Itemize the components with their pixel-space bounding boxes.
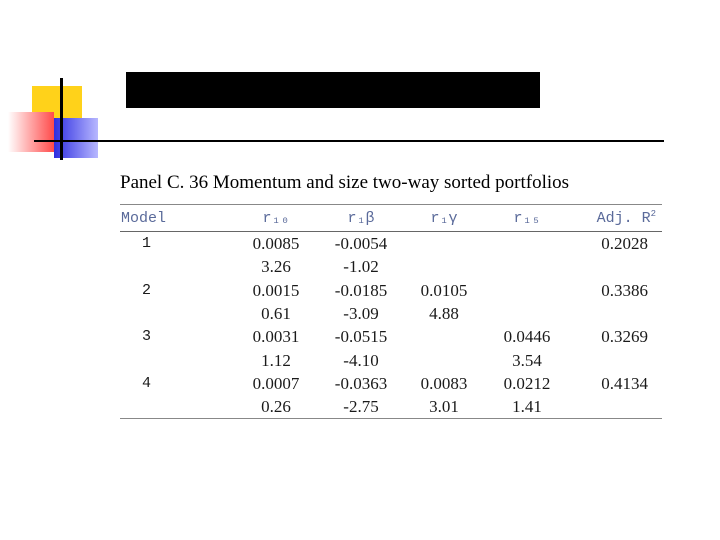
cell-r15: 0.0446 bbox=[503, 327, 551, 347]
header-adj-superscript: 2 bbox=[650, 209, 656, 219]
cell-r1y bbox=[401, 349, 487, 372]
table-header-row: Model r₁₀ r₁β r₁γ r₁₅ Adj. R2 bbox=[120, 204, 662, 232]
table-row: 1.12 -4.10 3.54 bbox=[120, 349, 662, 372]
cell-adj: 0.3386 bbox=[601, 280, 648, 300]
table-row: 1 0.0085 -0.0054 0.2028 bbox=[120, 232, 662, 256]
cell-adj: 0.3269 bbox=[601, 327, 648, 347]
decorative-vertical-line bbox=[60, 78, 63, 160]
header-model: Model bbox=[120, 204, 231, 232]
cell-r15 bbox=[487, 232, 567, 256]
cell-adj bbox=[567, 349, 662, 372]
cell-model bbox=[120, 255, 231, 278]
table-row: 0.26 -2.75 3.01 1.41 bbox=[120, 395, 662, 420]
header-adj-r2: Adj. R2 bbox=[567, 204, 662, 232]
table-row: 2 0.0015 -0.0185 0.0105 0.3386 bbox=[120, 278, 662, 301]
cell-adj bbox=[567, 395, 662, 420]
cell-r1y: 3.01 bbox=[401, 395, 487, 420]
cell-r10: 0.0031 bbox=[252, 327, 300, 347]
cell-r1y: 0.0083 bbox=[420, 374, 468, 394]
decorative-red-square bbox=[8, 112, 54, 152]
cell-r15 bbox=[487, 278, 567, 301]
cell-r10: 0.0015 bbox=[252, 280, 300, 300]
header-r15: r₁₅ bbox=[487, 204, 567, 232]
table-row: 3 0.0031 -0.0515 0.0446 0.3269 bbox=[120, 325, 662, 348]
header-r1y: r₁γ bbox=[401, 204, 487, 232]
cell-adj bbox=[567, 302, 662, 325]
cell-r1b: -0.0515 bbox=[334, 327, 388, 347]
results-table-container: Model r₁₀ r₁β r₁γ r₁₅ Adj. R2 1 0.0085 -0.… bbox=[120, 204, 662, 420]
cell-adj: 0.4134 bbox=[601, 374, 648, 394]
cell-r15: 3.54 bbox=[512, 350, 542, 370]
cell-r10: 0.26 bbox=[231, 395, 321, 420]
cell-r10: 1.12 bbox=[261, 350, 291, 370]
cell-r15: 0.0212 bbox=[503, 374, 551, 394]
cell-r1b: -2.75 bbox=[321, 395, 401, 420]
cell-r1b: -0.0363 bbox=[334, 374, 388, 394]
cell-r15: 1.41 bbox=[487, 395, 567, 420]
cell-model bbox=[120, 302, 231, 325]
cell-model: 1 bbox=[142, 235, 152, 252]
cell-r10: 0.0007 bbox=[252, 374, 300, 394]
cell-model bbox=[120, 395, 231, 420]
cell-r1y bbox=[401, 255, 487, 278]
header-adj-label: Adj. R bbox=[596, 210, 651, 227]
table-row: 0.61 -3.09 4.88 bbox=[120, 302, 662, 325]
cell-r10: 0.0085 bbox=[252, 234, 300, 253]
slide-title-redacted bbox=[126, 72, 540, 108]
cell-model: 2 bbox=[142, 281, 152, 299]
cell-r15 bbox=[487, 302, 567, 325]
cell-r1b: -1.02 bbox=[343, 257, 379, 277]
cell-model bbox=[120, 349, 231, 372]
cell-r1y: 4.88 bbox=[429, 303, 459, 323]
cell-r10: 0.61 bbox=[261, 303, 291, 323]
cell-r1y: 0.0105 bbox=[420, 280, 468, 300]
cell-r1y bbox=[401, 325, 487, 348]
cell-r15 bbox=[487, 255, 567, 278]
panel-title: Panel C. 36 Momentum and size two-way so… bbox=[120, 172, 570, 193]
decorative-horizontal-line bbox=[34, 140, 664, 142]
cell-model: 4 bbox=[142, 375, 152, 393]
table-row: 4 0.0007 -0.0363 0.0083 0.0212 0.4134 bbox=[120, 372, 662, 395]
cell-r10: 3.26 bbox=[261, 257, 291, 277]
results-table: Model r₁₀ r₁β r₁γ r₁₅ Adj. R2 1 0.0085 -0.… bbox=[120, 204, 662, 420]
cell-r1b: -4.10 bbox=[343, 350, 379, 370]
table-body: 1 0.0085 -0.0054 0.2028 3.26 -1.02 2 0.0015 -0.0… bbox=[120, 232, 662, 420]
cell-r1b: -0.0054 bbox=[334, 234, 388, 253]
header-r1b: r₁β bbox=[321, 204, 401, 232]
header-r10: r₁₀ bbox=[231, 204, 321, 232]
cell-adj bbox=[567, 255, 662, 278]
cell-r1b: -3.09 bbox=[343, 303, 379, 323]
cell-model: 3 bbox=[142, 328, 152, 346]
cell-adj: 0.2028 bbox=[601, 234, 648, 253]
cell-r1y bbox=[401, 232, 487, 256]
table-row: 3.26 -1.02 bbox=[120, 255, 662, 278]
cell-r1b: -0.0185 bbox=[334, 280, 388, 300]
